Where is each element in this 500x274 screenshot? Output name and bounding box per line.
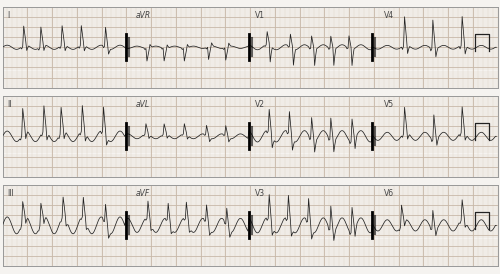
Text: V6: V6 bbox=[384, 189, 394, 198]
Text: V5: V5 bbox=[384, 100, 394, 109]
Text: V2: V2 bbox=[255, 100, 265, 109]
Text: III: III bbox=[8, 189, 14, 198]
Text: aVL: aVL bbox=[136, 100, 150, 109]
Text: aVR: aVR bbox=[136, 11, 152, 20]
Text: aVF: aVF bbox=[136, 189, 150, 198]
Text: V3: V3 bbox=[255, 189, 265, 198]
Text: V1: V1 bbox=[255, 11, 265, 20]
Text: II: II bbox=[8, 100, 12, 109]
Text: V4: V4 bbox=[384, 11, 394, 20]
Text: I: I bbox=[8, 11, 10, 20]
